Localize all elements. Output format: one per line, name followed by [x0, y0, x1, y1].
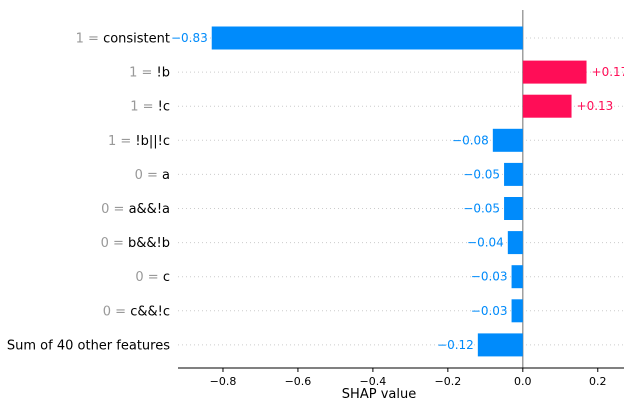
- x-tick-label: 0.2: [589, 375, 607, 388]
- bar--b-c: [492, 128, 523, 152]
- feature-name: consistent: [103, 32, 170, 47]
- x-tick-label: −0.8: [210, 375, 237, 388]
- feature-value: 1 =: [130, 100, 157, 115]
- feature-label: 0 = c&&!c: [103, 304, 170, 319]
- data-label: +0.17: [592, 65, 624, 79]
- x-tick-label: −0.6: [285, 375, 312, 388]
- data-label: −0.05: [463, 202, 500, 216]
- data-label: −0.03: [471, 304, 508, 318]
- feature-value: 0 =: [101, 202, 128, 217]
- feature-name: !b||!c: [135, 134, 170, 149]
- bar-c: [511, 265, 523, 289]
- feature-label: 0 = b&&!b: [101, 236, 170, 251]
- x-tick-label: −0.4: [360, 375, 387, 388]
- feature-label: 0 = a: [135, 168, 170, 183]
- x-axis-title: SHAP value: [342, 387, 416, 402]
- feature-label: 0 = c: [135, 270, 170, 285]
- feature-value: 1 =: [129, 66, 156, 81]
- bar-sum-of-40-other-features: [477, 333, 523, 357]
- feature-value: 1 =: [76, 32, 103, 47]
- feature-label: 1 = consistent: [76, 32, 170, 47]
- bar-a-a: [504, 197, 523, 220]
- bar-consistent: [211, 26, 523, 50]
- data-label: −0.12: [437, 338, 474, 352]
- data-label: −0.03: [471, 270, 508, 284]
- bar--c: [522, 94, 572, 118]
- x-tick-label: −0.2: [434, 375, 461, 388]
- data-label: −0.83: [171, 31, 208, 45]
- x-axis: −0.8 −0.6 −0.4 −0.2 0.0 0.2: [178, 367, 624, 388]
- feature-label: Sum of 40 other features: [7, 338, 170, 353]
- bar--b: [522, 60, 587, 84]
- feature-name: a: [162, 168, 170, 183]
- feature-name: c: [163, 270, 170, 285]
- feature-name: c&&!c: [130, 304, 170, 319]
- feature-label: 1 = !b||!c: [108, 134, 170, 149]
- feature-value: 1 =: [108, 134, 135, 149]
- data-label: −0.05: [463, 167, 500, 181]
- feature-label: 1 = !b: [129, 66, 170, 81]
- feature-name: Sum of 40 other features: [7, 338, 170, 353]
- x-tick-label: 0.0: [514, 375, 532, 388]
- data-labels: −0.83 +0.17 +0.13 −0.08 −0.05 −0.05 −0.04 −0.03…: [171, 31, 624, 352]
- data-label: +0.13: [577, 99, 614, 113]
- feature-label: 0 = a&&!a: [101, 202, 170, 217]
- bar-a: [504, 162, 523, 186]
- feature-value: 0 =: [103, 304, 130, 319]
- data-label: −0.08: [452, 133, 489, 147]
- gridlines: [178, 37, 624, 346]
- bar-b-b: [507, 231, 523, 255]
- data-label: −0.04: [467, 236, 504, 250]
- feature-name: b&&!b: [128, 236, 170, 251]
- feature-value: 0 =: [135, 270, 162, 285]
- feature-label: 1 = !c: [130, 100, 170, 115]
- bars: [211, 26, 587, 357]
- feature-value: 0 =: [135, 168, 162, 183]
- feature-name: !b: [157, 66, 170, 81]
- feature-name: !c: [158, 100, 170, 115]
- feature-value: 0 =: [101, 236, 128, 251]
- bar-c-c: [511, 299, 523, 323]
- feature-name: a&&!a: [129, 202, 170, 217]
